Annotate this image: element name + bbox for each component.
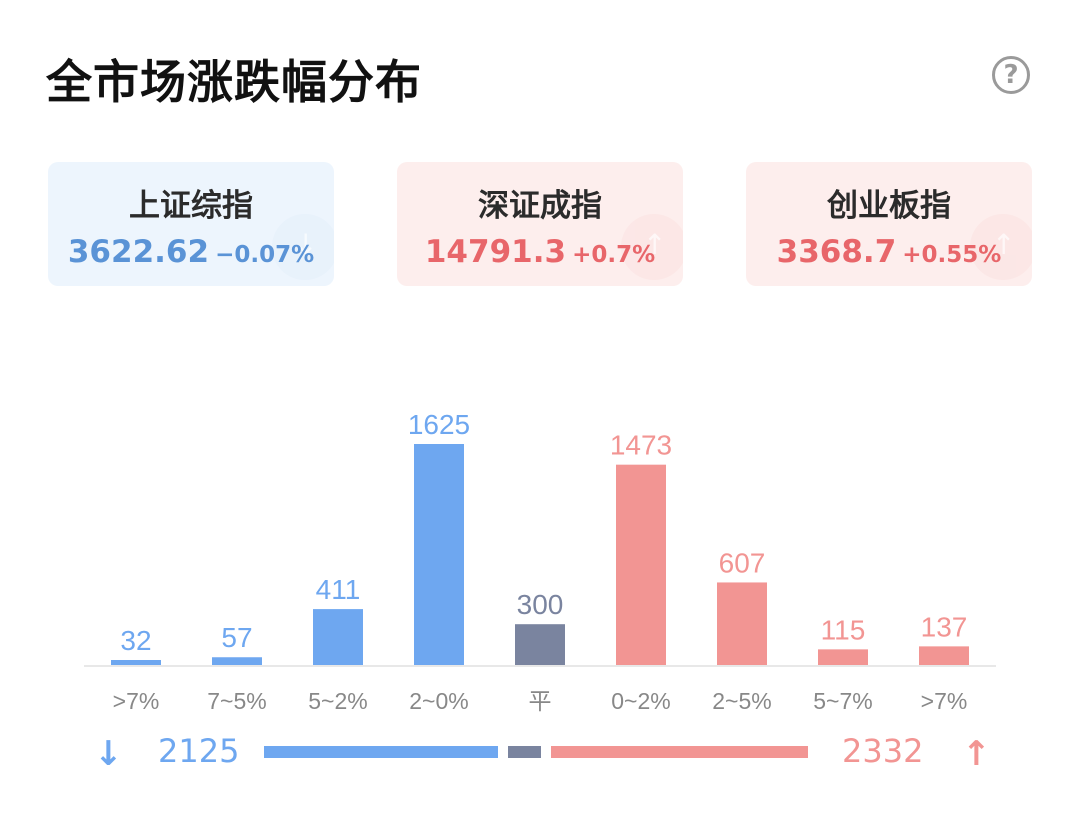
x-tick-label-5: 0~2% [611,688,670,714]
down-count: 2125 [158,732,240,770]
data-label-8: 137 [921,611,968,642]
up-arrow-icon: ↑ [962,734,991,774]
index-change: −0.07% [215,242,315,268]
summary-row: ↓ 2125 2332 ↑ [0,728,1080,778]
data-label-0: 32 [120,625,151,656]
down-ratio-bar [264,746,499,758]
index-value: 3368.7 [776,234,897,270]
bar-1[interactable] [212,657,262,665]
data-label-2: 411 [316,574,361,605]
index-name: 上证综指 [129,188,253,224]
up-count: 2332 [842,732,924,770]
index-name: 深证成指 [478,188,602,224]
index-name: 创业板指 [827,188,951,224]
distribution-chart: 32 >7% 57 7~5% 411 5~2% 1625 2~0% 300 平 1473 0~2% 60… [84,409,996,714]
watermark-icon: ↓ [272,214,334,280]
bar-3[interactable] [414,444,464,665]
data-label-4: 300 [517,589,564,620]
index-card-sz[interactable]: ↑ 深证成指 14791.3 +0.7% [397,162,683,286]
bar-5[interactable] [616,464,666,665]
index-change: +0.7% [572,242,656,268]
up-ratio-bar [551,746,808,758]
data-label-7: 115 [821,614,866,645]
data-label-1: 57 [221,622,252,653]
x-tick-label-3: 2~0% [409,688,468,714]
watermark-icon: ↑ [970,214,1032,280]
x-tick-label-4: 平 [529,688,552,714]
index-change: +0.55% [902,242,1002,268]
x-tick-label-7: 5~7% [813,688,872,714]
index-card-sh[interactable]: ↓ 上证综指 3622.62 −0.07% [48,162,334,286]
bar-7[interactable] [818,649,868,665]
x-tick-label-2: 5~2% [308,688,367,714]
bar-4[interactable] [515,624,565,665]
page-title: 全市场涨跌幅分布 [46,55,422,109]
watermark-icon: ↑ [621,214,683,280]
index-card-cyb[interactable]: ↑ 创业板指 3368.7 +0.55% [746,162,1032,286]
data-label-5: 1473 [610,430,672,461]
index-value: 3622.62 [67,234,210,270]
bar-8[interactable] [919,646,969,665]
data-label-3: 1625 [408,409,470,440]
help-icon[interactable]: ? [992,56,1030,94]
x-tick-label-6: 2~5% [712,688,771,714]
x-tick-label-8: >7% [921,688,968,714]
flat-ratio-bar [508,746,542,758]
data-label-6: 607 [719,547,766,578]
x-tick-label-0: >7% [113,688,160,714]
x-tick-label-1: 7~5% [207,688,266,714]
bar-6[interactable] [717,582,767,665]
bar-2[interactable] [313,609,363,665]
down-arrow-icon: ↓ [94,734,123,774]
index-value: 14791.3 [424,234,567,270]
bar-0[interactable] [111,660,161,665]
